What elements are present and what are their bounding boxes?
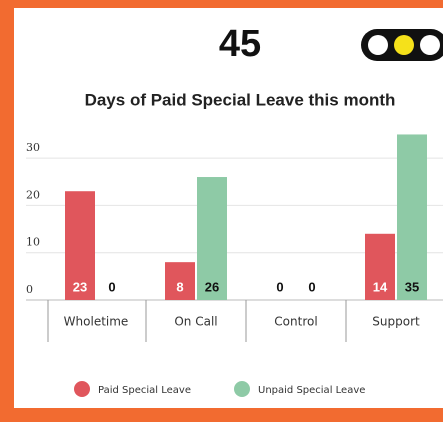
y-tick-label: 0 — [26, 283, 33, 296]
bar — [197, 177, 227, 300]
x-tick-label: Control — [274, 315, 317, 329]
y-tick-label: 30 — [26, 141, 40, 154]
x-tick-label: Wholetime — [64, 315, 129, 329]
data-label: 35 — [405, 279, 419, 294]
data-label: 26 — [205, 279, 219, 294]
legend-swatch — [234, 381, 250, 397]
data-label: 14 — [373, 279, 388, 294]
data-label: 8 — [176, 279, 183, 294]
y-tick-label: 20 — [26, 188, 40, 201]
legend-swatch — [74, 381, 90, 397]
data-label: 0 — [108, 279, 115, 294]
bar — [397, 134, 427, 300]
bar — [165, 262, 195, 300]
kpi-value: 45 — [219, 23, 261, 65]
status-indicator — [361, 29, 443, 61]
data-label: 0 — [308, 279, 315, 294]
legend-label: Unpaid Special Leave — [258, 385, 365, 396]
x-tick-label: On Call — [174, 315, 217, 329]
data-label: 23 — [73, 279, 87, 294]
bar — [365, 233, 395, 300]
y-tick-label: 10 — [26, 236, 40, 249]
chart-title: Days of Paid Special Leave this month — [85, 90, 396, 109]
bar — [65, 191, 95, 300]
x-tick-label: Support — [372, 315, 420, 329]
data-label: 0 — [276, 279, 283, 294]
legend-label: Paid Special Leave — [98, 385, 191, 396]
